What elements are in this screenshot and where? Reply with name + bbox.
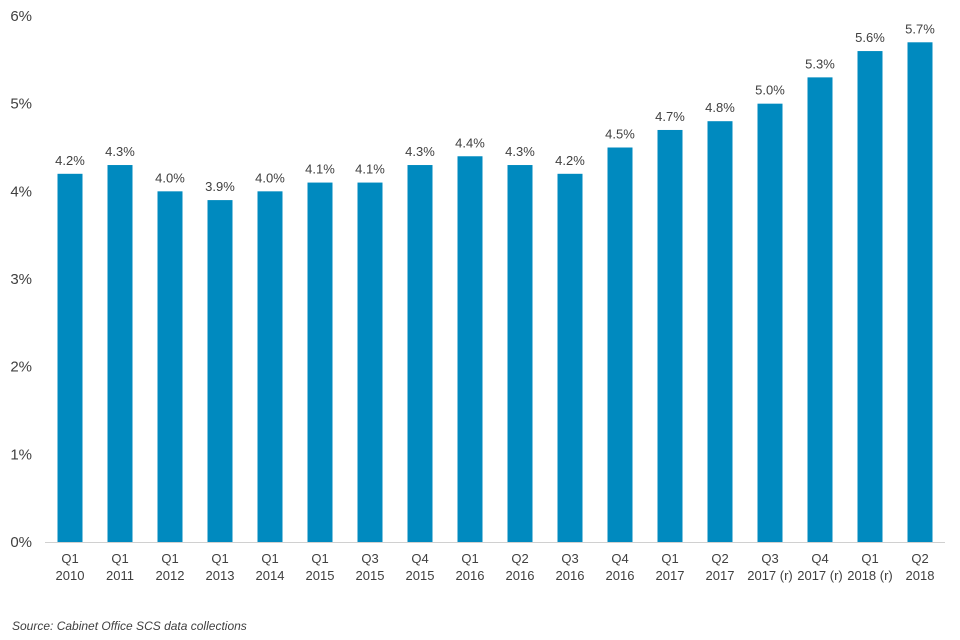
x-tick-label-year: 2016 [456, 568, 485, 583]
x-tick-label-year: 2018 (r) [847, 568, 893, 583]
bar-data-label: 4.5% [605, 127, 635, 142]
x-tick-label-year: 2013 [206, 568, 235, 583]
bar [707, 121, 733, 542]
bar-data-labels: 4.2% 4.3% 4.0% 3.9% 4.0% 4.1% 4.1% 4.3% 4.4% 4.3%… [55, 21, 935, 194]
bar-data-label: 4.7% [655, 109, 685, 124]
x-tick-label-year: 2017 [706, 568, 735, 583]
x-tick-label-year: 2015 [406, 568, 435, 583]
x-tick-label-year: 2017 [656, 568, 685, 583]
bar [507, 165, 533, 543]
bar [307, 182, 333, 543]
x-tick-label-quarter: Q2 [911, 551, 928, 566]
bar [857, 51, 883, 543]
x-tick-label-quarter: Q1 [161, 551, 178, 566]
x-tick-label-quarter: Q1 [61, 551, 78, 566]
x-tick-label-quarter: Q4 [811, 551, 828, 566]
y-tick-label: 1% [10, 446, 32, 463]
x-tick-label-quarter: Q4 [411, 551, 428, 566]
x-tick-label-year: 2018 [906, 568, 935, 583]
y-tick-label: 6% [10, 8, 32, 25]
bar [207, 200, 233, 542]
y-tick-label: 3% [10, 271, 32, 288]
y-tick-label: 0% [10, 534, 32, 551]
bar [907, 42, 933, 543]
bar-data-label: 5.6% [855, 30, 885, 45]
bar [657, 129, 683, 542]
x-tick-label-quarter: Q1 [661, 551, 678, 566]
bar-data-label: 4.3% [105, 144, 135, 159]
bar-data-label: 4.2% [55, 153, 85, 168]
x-tick-label-year: 2010 [56, 568, 85, 583]
x-tick-label-quarter: Q3 [561, 551, 578, 566]
bar [407, 165, 433, 543]
x-tick-label-year: 2017 (r) [747, 568, 793, 583]
bar-data-label: 5.3% [805, 56, 835, 71]
bar [807, 77, 833, 542]
x-tick-label-quarter: Q4 [611, 551, 628, 566]
source-note: Source: Cabinet Office SCS data collecti… [12, 619, 247, 633]
x-tick-label-quarter: Q2 [711, 551, 728, 566]
bar-data-label: 4.1% [305, 162, 335, 177]
x-tick-label-year: 2015 [306, 568, 335, 583]
bar [557, 173, 583, 543]
bar-data-label: 5.7% [905, 21, 935, 36]
x-tick-label-quarter: Q1 [461, 551, 478, 566]
x-tick-label-year: 2016 [556, 568, 585, 583]
bar-data-label: 4.4% [455, 135, 485, 150]
bar [357, 182, 383, 543]
y-tick-label: 4% [10, 183, 32, 200]
bar-data-label: 4.0% [255, 170, 285, 185]
bar [57, 173, 83, 543]
bar-data-label: 4.3% [505, 144, 535, 159]
bar [157, 191, 183, 543]
y-axis: 0% 1% 2% 3% 4% 5% 6% [10, 8, 32, 551]
x-tick-label-quarter: Q3 [761, 551, 778, 566]
bar-data-label: 3.9% [205, 179, 235, 194]
bar [457, 156, 483, 542]
bar-data-label: 4.8% [705, 100, 735, 115]
x-tick-label-year: 2016 [606, 568, 635, 583]
x-tick-label-year: 2017 (r) [797, 568, 843, 583]
x-tick-label-quarter: Q1 [261, 551, 278, 566]
x-tick-label-year: 2012 [156, 568, 185, 583]
bar-data-label: 4.1% [355, 162, 385, 177]
bars [57, 42, 933, 543]
bar [757, 103, 783, 543]
y-tick-label: 2% [10, 359, 32, 376]
x-tick-label-quarter: Q3 [361, 551, 378, 566]
bar-data-label: 4.0% [155, 170, 185, 185]
x-axis: Q1 2010 Q1 2011 Q1 2012 Q1 2013 Q1 2014 Q1 2015 Q3 20… [45, 542, 945, 583]
bar [607, 147, 633, 542]
bar-data-label: 4.2% [555, 153, 585, 168]
bar-data-label: 5.0% [755, 83, 785, 98]
x-tick-label-quarter: Q1 [111, 551, 128, 566]
x-tick-label-year: 2014 [256, 568, 285, 583]
x-tick-label-quarter: Q2 [511, 551, 528, 566]
x-tick-label-year: 2015 [356, 568, 385, 583]
bar [257, 191, 283, 543]
bar [107, 165, 133, 543]
x-tick-label-quarter: Q1 [861, 551, 878, 566]
x-tick-label-quarter: Q1 [211, 551, 228, 566]
x-tick-label-quarter: Q1 [311, 551, 328, 566]
x-tick-label-year: 2016 [506, 568, 535, 583]
x-tick-label-year: 2011 [106, 568, 134, 583]
y-tick-label: 5% [10, 96, 32, 113]
bar-data-label: 4.3% [405, 144, 435, 159]
